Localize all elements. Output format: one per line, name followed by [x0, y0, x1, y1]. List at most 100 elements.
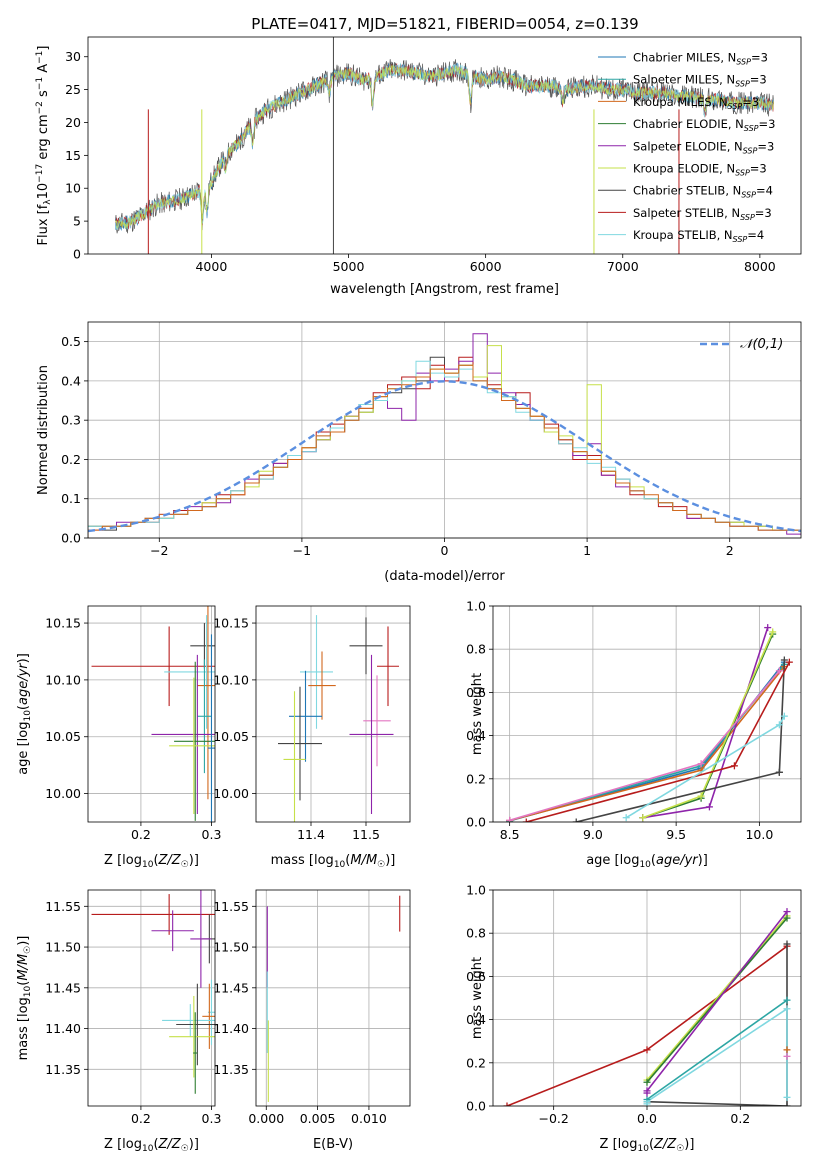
- y-axis-label: age [log10(age/yr)]: [16, 653, 33, 775]
- y-tick-label: 0.0: [61, 531, 81, 546]
- axes-frame: [87, 889, 216, 1107]
- x-tick-label: −0.2: [538, 1111, 568, 1126]
- axes-frame: [87, 36, 802, 255]
- y-tick-label: 10.00: [213, 786, 249, 801]
- age-vs-mass-panel: 11.4 11.5 10.00 10.05 10.10 10.15 mass [log10(…: [213, 605, 411, 870]
- y-tick-label: 1.0: [466, 599, 486, 614]
- y-tick-label: 0.8: [466, 926, 486, 941]
- y-tick-label: 0.0: [466, 1099, 486, 1114]
- error-bar: [278, 686, 322, 801]
- x-tick-label: 0.3: [202, 827, 222, 842]
- x-axis-label: (data-model)/error: [384, 569, 505, 584]
- legend-label: Salpeter ELODIE, NSSP=3: [633, 139, 774, 155]
- grid: [88, 890, 215, 1106]
- error-bar: [349, 654, 394, 815]
- axes-frame: [87, 605, 216, 823]
- weight-point: [775, 768, 783, 776]
- weight-line: [509, 670, 781, 822]
- grid: [256, 890, 410, 1106]
- error-bar: [169, 677, 215, 815]
- legend-label: Kroupa MILES, NSSP=3: [633, 95, 759, 111]
- axes-frame: [492, 605, 802, 823]
- x-axis-label: age [log10(age/yr)]: [586, 853, 708, 870]
- weight-point: [730, 762, 738, 770]
- weight-point: [783, 1102, 791, 1106]
- weight-point: [764, 624, 772, 632]
- error-bar: [176, 983, 215, 1066]
- mass-weight-vs-age-panel: 8.5 9.0 9.5 10.0 0.0 0.2 0.4 0.6 0.8 1.0 age [log1…: [466, 599, 802, 870]
- axes: 8.5 9.0 9.5 10.0 0.0 0.2 0.4 0.6 0.8 1.0 age [log1…: [466, 599, 802, 870]
- error-bar: [162, 1004, 215, 1037]
- y-tick-label: 11.35: [213, 1062, 249, 1077]
- y-tick-label: 10.15: [213, 616, 249, 631]
- weight-line: [509, 663, 786, 822]
- y-tick-label: 10: [65, 181, 81, 196]
- y-tick-label: 10.15: [45, 616, 81, 631]
- grid: [256, 606, 410, 822]
- y-tick-label: 0.2: [61, 452, 81, 467]
- error-bar: [91, 894, 215, 935]
- spectrum-line: [115, 64, 774, 229]
- error-bar: [349, 617, 383, 675]
- x-tick-label: 8000: [744, 259, 776, 274]
- y-tick-label: 0.2: [466, 1055, 486, 1070]
- grid: [88, 322, 801, 539]
- weight-point: [775, 667, 783, 675]
- y-tick-label: 11.50: [213, 940, 249, 955]
- weight-point: [783, 1005, 791, 1013]
- x-tick-label: 0: [441, 543, 449, 558]
- error-bar: [164, 615, 215, 729]
- legend-label: Salpeter STELIB, NSSP=3: [633, 206, 772, 222]
- axes: 4000 5000 6000 7000 8000 0 5 10 15 20 25 30 waveleng…: [35, 36, 802, 297]
- x-axis-label: Z [log10(Z/Z☉)]: [104, 1137, 199, 1154]
- y-tick-label: 5: [73, 214, 81, 229]
- y-tick-label: 11.55: [213, 899, 249, 914]
- axes: −2 −1 0 1 2 0.0 0.1 0.2 0.3 0.4 0.5 (data-model)/er…: [36, 321, 802, 584]
- x-tick-label: 8.5: [500, 827, 520, 842]
- y-tick-label: 0.4: [466, 1012, 486, 1027]
- axes: 0.2 0.3 11.35 11.40 11.45 11.50 11.55 Z [log10(…: [16, 889, 221, 1154]
- plot-area: [278, 615, 399, 822]
- error-bar: [174, 661, 215, 821]
- y-tick-label: 11.40: [45, 1021, 81, 1036]
- axes-frame: [255, 605, 411, 823]
- legend-label: Chabrier ELODIE, NSSP=3: [633, 117, 775, 133]
- weight-line: [509, 665, 786, 822]
- y-tick-label: 0.2: [466, 771, 486, 786]
- histogram-panel: −2 −1 0 1 2 0.0 0.1 0.2 0.3 0.4 0.5 (data-model)/er…: [36, 321, 802, 584]
- y-axis-label: Normed distribution: [36, 365, 51, 495]
- weight-point: [697, 760, 705, 768]
- x-tick-label: 2: [726, 543, 734, 558]
- weight-line: [646, 999, 788, 1101]
- weight-point: [643, 1078, 651, 1086]
- y-tick-label: 11.50: [45, 940, 81, 955]
- legend-label: Salpeter MILES, NSSP=3: [633, 73, 767, 89]
- y-tick-label: 10.10: [213, 672, 249, 687]
- weight-line: [646, 915, 788, 1081]
- weight-point: [639, 814, 647, 822]
- axes: −0.2 0.0 0.2 0.0 0.2 0.4 0.6 0.8 1.0 Z [log10(Z/Z…: [466, 883, 802, 1154]
- y-tick-label: 0.4: [466, 728, 486, 743]
- y-tick-label: 11.45: [213, 980, 249, 995]
- plot-area: [91, 606, 215, 822]
- y-tick-label: 11.55: [45, 899, 81, 914]
- spectrum-line: [115, 62, 774, 230]
- y-tick-label: 1.0: [466, 883, 486, 898]
- mass-vs-EBV-panel: 0.000 0.005 0.010 11.35 11.40 11.45 11.50 11.55…: [213, 889, 411, 1152]
- weight-line: [646, 944, 788, 1106]
- y-tick-label: 11.40: [213, 1021, 249, 1036]
- x-axis-label: E(B-V): [313, 1137, 353, 1152]
- histogram-series: [88, 364, 801, 538]
- spectrum-panel: 4000 5000 6000 7000 8000 0 5 10 15 20 25 30 waveleng…: [35, 36, 802, 297]
- x-tick-label: 0.2: [730, 1111, 750, 1126]
- axes-frame: [87, 321, 802, 539]
- error-bar: [377, 626, 399, 707]
- weight-point: [622, 814, 630, 822]
- error-bar: [202, 983, 215, 1049]
- y-tick-label: 0: [73, 247, 81, 262]
- x-tick-label: 5000: [333, 259, 365, 274]
- x-axis-label: mass [log10(M/M☉)]: [271, 853, 396, 870]
- x-axis-label: Z [log10(Z/Z☉)]: [104, 853, 199, 870]
- x-tick-label: 0.010: [351, 1111, 387, 1126]
- y-axis-label: mass weight: [470, 673, 485, 755]
